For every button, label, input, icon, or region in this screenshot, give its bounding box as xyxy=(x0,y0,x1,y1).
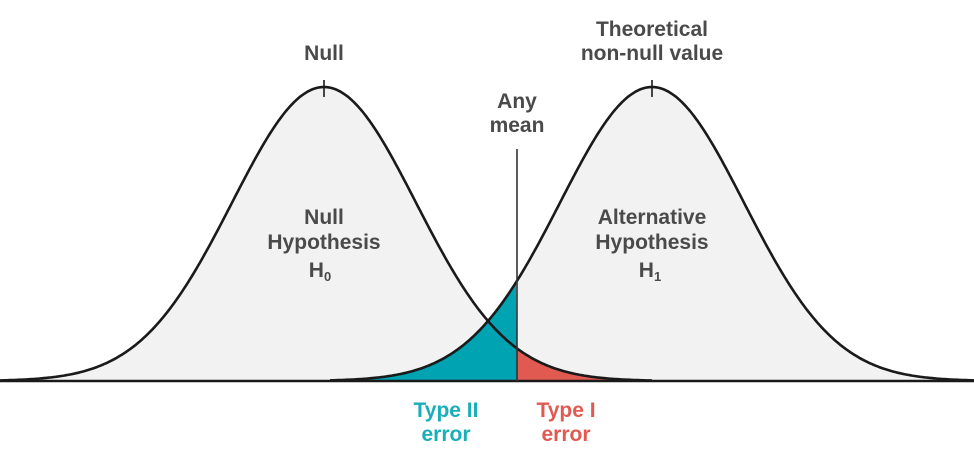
type-ii-error-region xyxy=(330,282,517,381)
mean-label-line1: Any xyxy=(497,90,537,113)
type-ii-error-label-line2: error xyxy=(421,423,470,446)
alt-hypothesis-symbol-subscript: 1 xyxy=(654,269,661,284)
alternative-distribution-fill xyxy=(330,87,974,381)
null-hypothesis-symbol: H0 xyxy=(309,259,331,284)
alt-peak-label-line2: non-null value xyxy=(581,42,723,65)
alt-hypothesis-symbol: H1 xyxy=(639,259,661,284)
mean-label-line2: mean xyxy=(490,114,545,137)
alt-hypothesis-label-line2: Hypothesis xyxy=(595,231,708,254)
null-hypothesis-label-line2: Hypothesis xyxy=(267,231,380,254)
alt-peak-label-line1: Theoretical xyxy=(596,18,708,41)
alt-hypothesis-symbol-letter: H xyxy=(639,259,654,282)
null-distribution-curve xyxy=(0,85,653,382)
null-hypothesis-label-line1: Null xyxy=(304,206,344,229)
null-hypothesis-symbol-subscript: 0 xyxy=(324,269,331,284)
null-hypothesis-symbol-letter: H xyxy=(309,259,324,282)
type-i-error-region xyxy=(517,348,652,381)
null-peak-label: Null xyxy=(304,42,344,65)
type-i-error-label-line2: error xyxy=(541,423,590,446)
type-i-error-label-line1: Type I xyxy=(536,399,595,422)
null-distribution-fill xyxy=(0,87,652,381)
alt-hypothesis-label-line1: Alternative xyxy=(598,206,707,229)
type-ii-error-label-line1: Type II xyxy=(414,399,479,422)
